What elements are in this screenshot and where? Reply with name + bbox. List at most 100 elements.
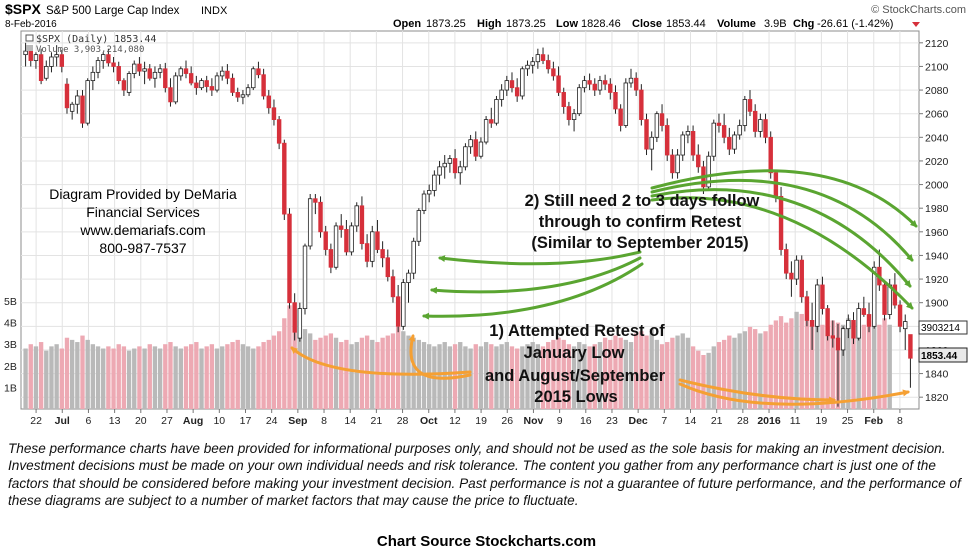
date-tick-label: 20 [135, 415, 147, 427]
candle-body [142, 68, 147, 72]
candle-body [903, 321, 908, 330]
chg-value: -26.61 (-1.42%) [817, 18, 893, 30]
legend: $SPX (Daily) 1853.44 Volume 3,903,214,08… [25, 34, 156, 55]
volume-bar [784, 322, 789, 409]
note1-line-3: and August/September [485, 367, 666, 385]
volume-bar [866, 320, 872, 409]
candle-body [38, 54, 44, 82]
close-label: Close [632, 18, 662, 30]
volume-bar [690, 346, 696, 409]
volume-bar [313, 339, 318, 409]
volume-bar [251, 348, 256, 409]
volume-bar [225, 344, 230, 409]
orange-arrow-2 [408, 334, 472, 380]
candle-body [489, 119, 494, 124]
candle-body [100, 54, 106, 61]
legend-volume-swatch [26, 45, 33, 51]
price-tick-label: 1820 [925, 392, 949, 404]
candle-body [339, 225, 344, 230]
candle-body [75, 95, 80, 105]
candle-body [271, 107, 277, 120]
volume-bar [483, 342, 489, 409]
orange-arrow-1 [290, 346, 472, 376]
volume-bar [551, 339, 556, 409]
green-arrow-5 [650, 178, 914, 262]
volume-label: Volume [717, 18, 756, 30]
candle-body [354, 205, 359, 227]
candle-body [582, 80, 587, 89]
candle-body [680, 134, 685, 156]
volume-bar [809, 324, 815, 409]
date-tick-label: 28 [397, 415, 409, 427]
candle-body [499, 89, 504, 100]
volume-bar [442, 342, 447, 409]
volume-bar [587, 346, 592, 409]
volume-bar [654, 339, 660, 409]
date-tick-label: 8 [321, 415, 327, 427]
volume-bar [297, 320, 303, 409]
orange-arrow-4 [678, 382, 910, 406]
volume-bar [530, 342, 535, 409]
candle-body [711, 122, 716, 157]
candle-body [28, 50, 33, 61]
candle-body [442, 162, 447, 168]
volume-bar [240, 344, 246, 409]
exchange: INDX [201, 5, 228, 17]
candle-body [618, 108, 623, 126]
disclaimer: These performance charts have been provi… [8, 441, 961, 508]
volume-tick-label: 4B [4, 318, 17, 330]
candle-body [592, 83, 597, 91]
candle-body [804, 296, 810, 321]
price-tick-label: 2060 [925, 109, 949, 121]
volume-bar [872, 322, 877, 409]
price-tick-label: 2020 [925, 156, 949, 168]
candle-body [126, 73, 132, 93]
volume-bar [168, 342, 173, 409]
orange-arrow-3 [678, 378, 836, 404]
volume-bar [401, 331, 406, 409]
candle-body [732, 134, 737, 150]
volume-bar [747, 326, 753, 409]
candle-body [473, 139, 478, 157]
candle-body [494, 99, 499, 124]
candle-body [706, 155, 711, 188]
volume-bar [546, 342, 551, 409]
date-tick-label: 16 [580, 415, 592, 427]
volume-bar [706, 352, 711, 409]
volume-bar [137, 346, 142, 409]
candle-body [825, 308, 830, 337]
date-tick-label: 14 [685, 415, 697, 427]
candle-body [525, 64, 530, 70]
candle-body [426, 190, 432, 195]
volume-bar [577, 342, 582, 409]
date-tick-label: 28 [737, 415, 749, 427]
price-tick-label: 2100 [925, 61, 949, 73]
candle-body [307, 198, 313, 247]
volume-bar [344, 339, 349, 409]
candle-body [758, 119, 763, 132]
volume-bar [230, 342, 235, 409]
volume-bar [877, 324, 882, 409]
candle-body [390, 276, 396, 298]
candles [23, 42, 913, 407]
candle-body [266, 95, 271, 109]
date-tick-label: Dec [629, 415, 648, 427]
volume-bar [339, 342, 344, 409]
candle-body [370, 231, 375, 262]
candle-body [892, 284, 898, 306]
date-tick-label: 2016 [757, 415, 781, 427]
note2-line-1: 2) Still need 2 to 3 days follow [525, 192, 760, 210]
volume-bar [385, 335, 390, 409]
symbol: $SPX [5, 1, 41, 17]
candle-body [602, 80, 608, 85]
price-tick-label: 2040 [925, 132, 949, 144]
candle-body [132, 63, 137, 74]
candle-body [256, 68, 261, 76]
volume-bar [183, 346, 189, 409]
candle-body [163, 68, 168, 89]
candle-body [540, 54, 546, 61]
volume-bar [514, 348, 520, 409]
volume-bar [727, 335, 732, 409]
volume-bar [732, 337, 737, 409]
date-tick-label: 21 [371, 415, 383, 427]
